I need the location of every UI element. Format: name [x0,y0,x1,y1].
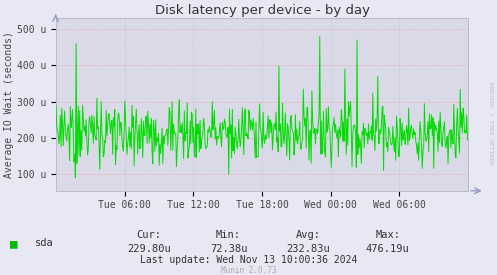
Text: Last update: Wed Nov 13 10:00:36 2024: Last update: Wed Nov 13 10:00:36 2024 [140,255,357,265]
Text: 476.19u: 476.19u [366,244,410,254]
Text: 232.83u: 232.83u [286,244,330,254]
Text: RRDTOOL / TOBI OETIKER: RRDTOOL / TOBI OETIKER [489,82,494,165]
Title: Disk latency per device - by day: Disk latency per device - by day [155,4,370,17]
Text: Munin 2.0.73: Munin 2.0.73 [221,266,276,274]
Y-axis label: Average IO Wait (seconds): Average IO Wait (seconds) [4,31,14,178]
Text: Min:: Min: [216,230,241,240]
Text: Avg:: Avg: [296,230,321,240]
Text: 72.38u: 72.38u [210,244,248,254]
Text: Max:: Max: [375,230,400,240]
Text: Cur:: Cur: [137,230,162,240]
Text: 229.80u: 229.80u [127,244,171,254]
Text: ■: ■ [10,237,17,250]
Text: sda: sda [35,238,54,248]
